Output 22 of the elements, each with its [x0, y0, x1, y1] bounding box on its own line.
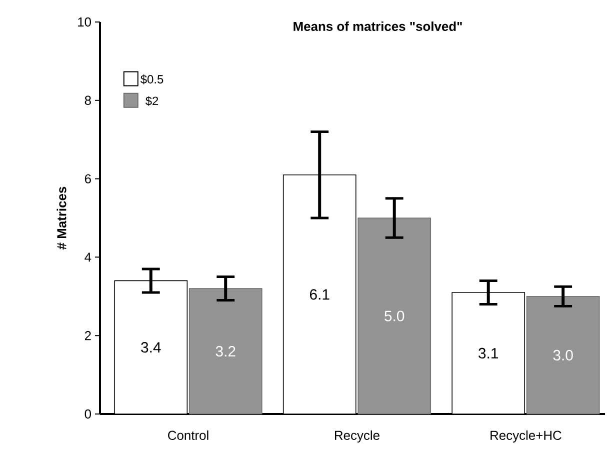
bar	[188, 288, 262, 414]
bar	[358, 218, 432, 414]
y-tick-label: 8	[84, 96, 91, 105]
data-label: 5.0	[384, 310, 404, 322]
legend-label: $2	[145, 96, 158, 106]
x-tick-label: Recycle+HC	[490, 430, 562, 443]
x-tick-label: Recycle	[335, 430, 380, 443]
bar	[526, 296, 600, 414]
chart-title: Means of matrices "solved"	[294, 21, 462, 31]
legend-label: $0.5	[140, 74, 164, 84]
y-tick-label: 10	[78, 17, 92, 27]
data-label: 3.1	[478, 348, 498, 359]
x-tick-label: Control	[168, 430, 208, 440]
data-label: 3.2	[216, 346, 236, 357]
data-label: 6.1	[310, 289, 330, 300]
y-tick-label: 0	[84, 409, 92, 419]
data-label: 3.0	[553, 350, 573, 360]
y-tick-label: 6	[84, 174, 91, 184]
y-axis-title: # Matrices	[56, 186, 66, 250]
y-tick-label: 2	[84, 331, 91, 340]
y-tick-label: 4	[84, 252, 92, 262]
data-label: 3.4	[141, 342, 161, 353]
